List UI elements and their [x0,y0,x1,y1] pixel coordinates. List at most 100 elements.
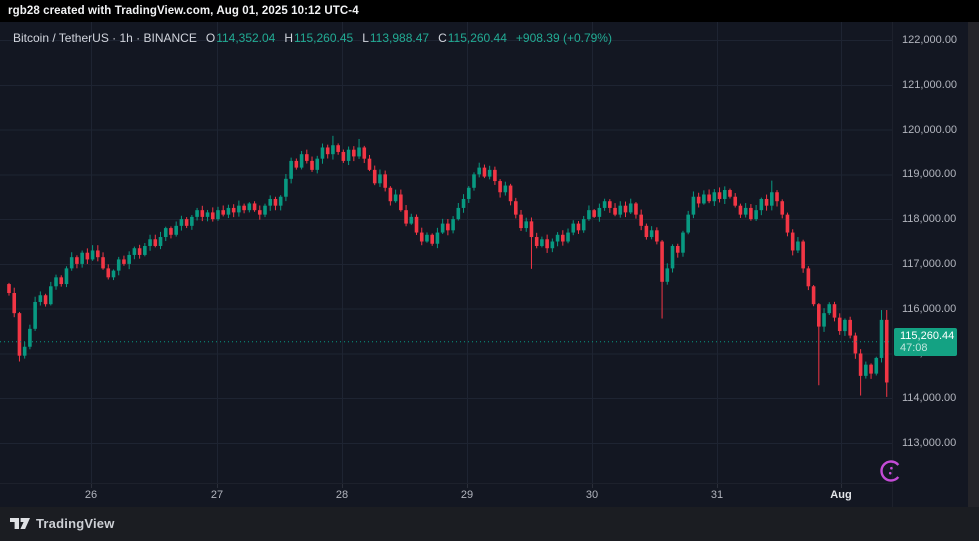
time-axis-tick [841,484,842,488]
candle [686,210,690,235]
candle [576,221,581,234]
candle [743,203,748,218]
ohlc-item: L 113,988.47 [362,31,429,45]
candle [336,143,340,155]
candle [754,205,758,221]
chart-plot-area[interactable]: Bitcoin / TetherUS · 1h · BINANCE O 114,3… [0,22,892,483]
candle [785,212,790,237]
candle [628,198,633,214]
candle [90,245,95,261]
candle [822,308,826,332]
candle [273,196,278,211]
time-axis-tick [467,484,468,488]
candle [190,215,194,230]
candle [221,205,226,217]
candle [801,239,805,273]
candle [69,252,74,271]
candle [341,149,346,163]
candle [132,246,137,260]
candle [769,180,774,211]
candle [571,220,576,236]
candle [461,194,466,213]
candle [587,205,591,221]
candle [456,203,461,221]
candle [169,226,173,239]
candle [346,146,351,166]
candle [451,216,455,234]
candle [435,227,440,249]
candle [837,313,842,335]
candle [122,255,126,266]
candle [331,135,335,160]
candle [618,201,623,218]
candle [764,194,769,211]
candle [853,332,858,359]
symbol-title[interactable]: Bitcoin / TetherUS · 1h · BINANCE [13,31,197,45]
candle [75,255,79,269]
candle [555,232,560,247]
price-axis[interactable]: 115,260.44 47:08 122,000.00 121,000.00 120… [892,22,968,507]
candle [728,188,732,199]
candle [649,226,654,240]
candle [869,363,873,379]
time-axis-tick [217,484,218,488]
ohlc-value: 114,352.04 [216,31,276,45]
candle [634,202,638,219]
candle [362,145,367,164]
candle [843,318,847,336]
candle [655,227,659,245]
candle [231,204,236,218]
price-axis-label: 114,000.00 [902,392,957,405]
candle [472,172,476,191]
candle [372,165,377,186]
candle [305,149,309,164]
candle [644,223,649,240]
candle [85,248,90,264]
candle [707,189,711,204]
last-price-badge[interactable]: 115,260.44 47:08 [894,327,957,356]
candle [106,264,111,280]
candle [545,234,549,253]
candle [675,243,680,258]
candle [691,191,696,219]
partial-circle-decoration [880,460,902,482]
candle [252,201,257,212]
candle [148,234,152,251]
candlestick-chart[interactable] [0,22,892,483]
candle [419,227,424,246]
candle [284,174,288,202]
time-axis-tick [91,484,92,488]
price-change: +908.39 (+0.79%) [515,31,612,45]
candle [404,205,408,227]
time-axis-label: 26 [84,489,98,501]
candle [508,183,513,206]
candle [263,203,267,218]
candle [566,228,570,244]
candle [43,293,48,307]
candle [174,221,178,237]
candle [383,170,387,192]
tradingview-logo-link[interactable]: TradingView [10,516,115,531]
candle [806,266,811,291]
time-axis[interactable]: 26 27 28 29 30 31 Aug [0,483,892,507]
time-axis-tick [717,484,718,488]
candle [237,200,241,217]
candle [247,202,252,213]
candle [513,197,518,219]
candle [38,291,43,306]
candle [22,341,27,359]
ohlc-label: O [205,31,216,45]
time-axis-tick [342,484,343,488]
candle [498,179,502,198]
candle [540,236,544,248]
candle [101,252,105,270]
candle [717,187,722,203]
candle [796,237,800,254]
candle [738,203,743,218]
candle [257,205,262,220]
ohlc-item: H 115,260.45 [284,31,353,45]
price-axis-label: 122,000.00 [902,34,958,46]
price-axis-label: 121,000.00 [902,78,958,91]
time-axis-label: 28 [335,489,349,501]
candle [409,213,414,225]
